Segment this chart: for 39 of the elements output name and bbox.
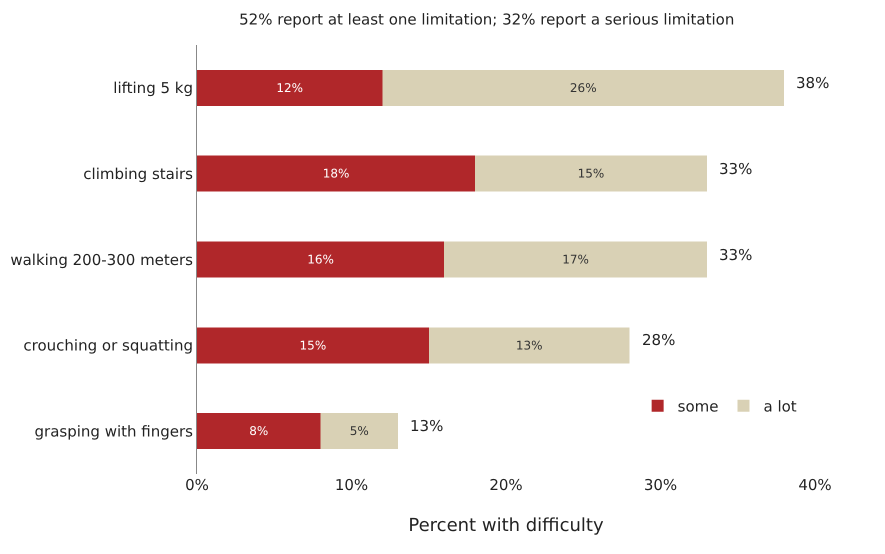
data-label: 15% <box>578 166 604 181</box>
total-label: 38% <box>796 74 830 92</box>
total-label: 33% <box>719 246 752 264</box>
data-label: 5% <box>350 424 369 438</box>
data-label: 16% <box>307 252 334 266</box>
bar <box>197 413 321 450</box>
bar <box>197 241 444 278</box>
data-label: 26% <box>570 80 597 95</box>
legend-label: some <box>678 398 718 416</box>
total-label: 13% <box>410 417 444 435</box>
data-label: 8% <box>249 424 268 438</box>
bar <box>320 413 398 450</box>
y-tick-label: grasping with fingers <box>34 422 194 440</box>
total-label: 33% <box>719 160 752 178</box>
total-label: 28% <box>642 331 676 349</box>
data-label: 13% <box>516 338 543 352</box>
data-label: 18% <box>322 166 350 181</box>
y-tick-label: walking 200-300 meters <box>10 250 194 269</box>
x-tick-label: 0% <box>185 476 209 494</box>
data-label: 12% <box>276 80 304 95</box>
bar <box>382 70 784 106</box>
bar <box>475 156 707 192</box>
x-tick-label: 10% <box>334 476 368 494</box>
x-tick-label: 30% <box>644 476 678 494</box>
x-axis-title: Percent with difficulty <box>408 515 604 536</box>
data-label: 17% <box>562 252 589 266</box>
legend-label: a lot <box>763 398 797 416</box>
data-label: 15% <box>300 338 326 352</box>
x-tick-label: 20% <box>489 476 523 494</box>
x-tick-label: 40% <box>798 476 832 494</box>
chart-title: 52% report at least one limitation; 32% report a serious limitation <box>239 10 734 28</box>
y-tick-label: crouching or squatting <box>23 336 193 355</box>
y-tick-label: lifting 5 kg <box>113 79 193 98</box>
bar <box>444 241 707 278</box>
y-tick-label: climbing stairs <box>83 164 194 183</box>
bar <box>428 327 630 364</box>
bar <box>197 156 476 192</box>
bar <box>197 327 429 364</box>
bar <box>197 70 382 106</box>
